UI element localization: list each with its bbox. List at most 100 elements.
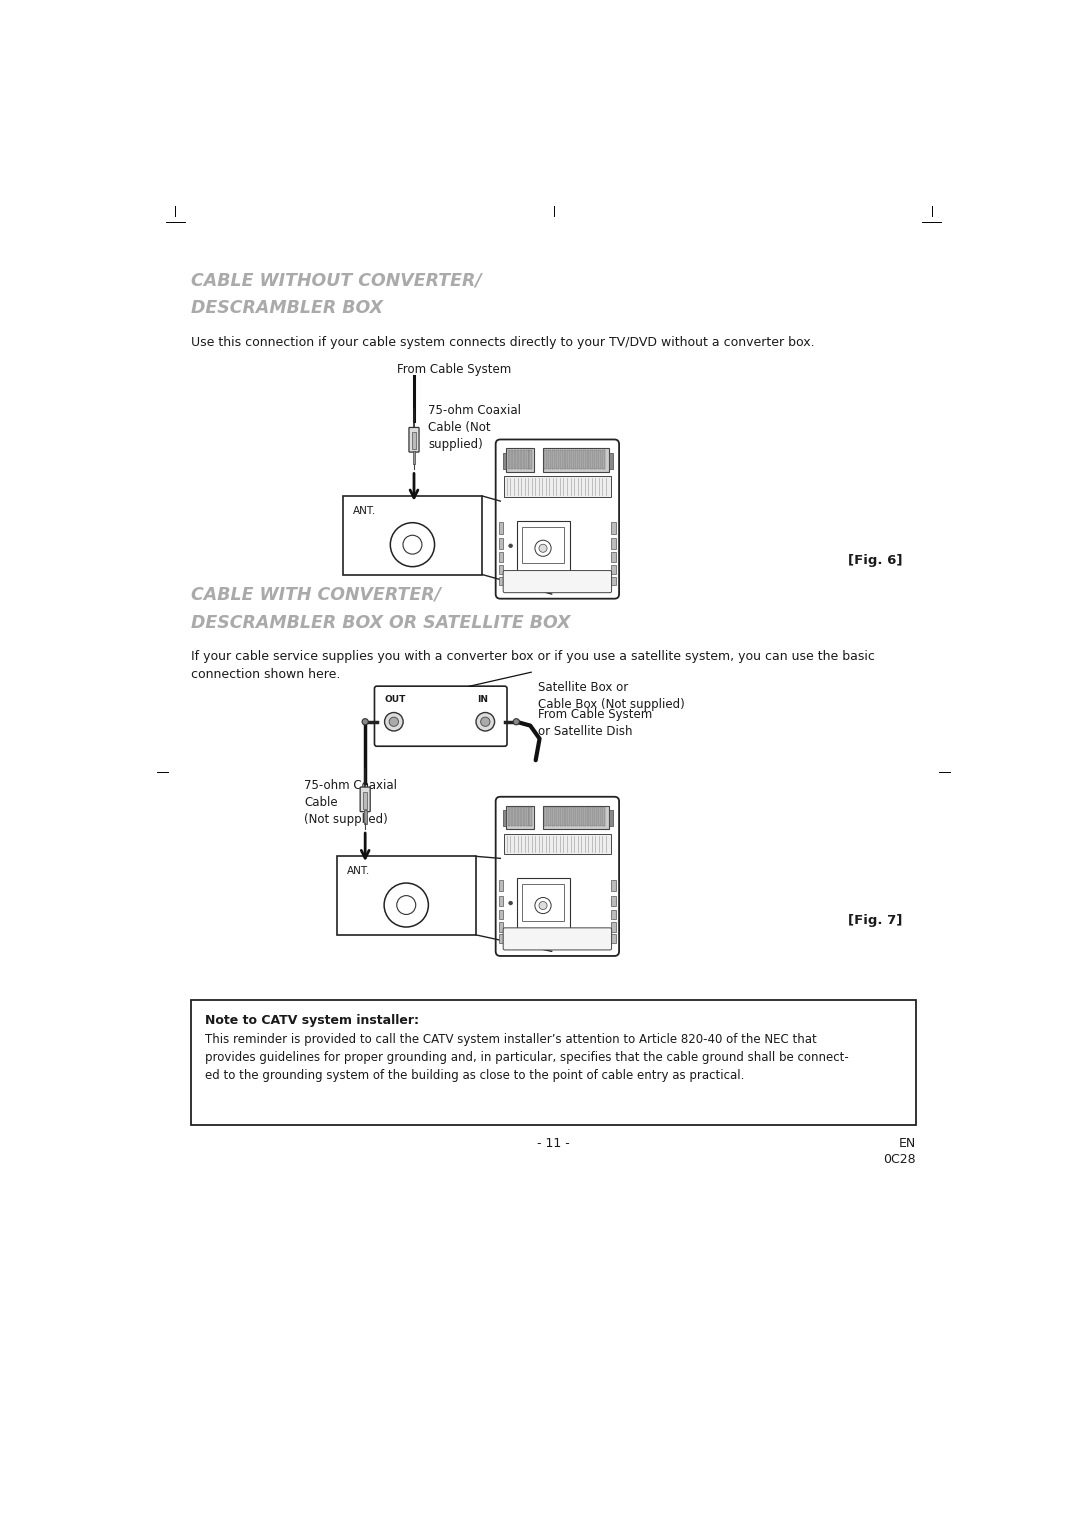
Circle shape: [389, 717, 399, 726]
Bar: [523, 885, 564, 920]
Bar: [523, 527, 564, 564]
Bar: [609, 810, 613, 827]
Bar: [544, 449, 548, 469]
Bar: [556, 449, 558, 469]
Bar: [499, 552, 503, 562]
Text: IN: IN: [477, 695, 488, 703]
Bar: [579, 807, 582, 827]
Bar: [508, 449, 510, 469]
Bar: [511, 449, 513, 469]
Circle shape: [481, 717, 490, 726]
Bar: [579, 449, 582, 469]
Bar: [543, 805, 609, 830]
Circle shape: [396, 895, 416, 914]
Bar: [611, 576, 616, 585]
Bar: [364, 810, 366, 824]
FancyBboxPatch shape: [503, 570, 611, 593]
Bar: [591, 449, 593, 469]
Bar: [543, 449, 609, 472]
Bar: [552, 807, 555, 827]
Bar: [504, 834, 611, 854]
Bar: [564, 449, 566, 469]
Bar: [337, 856, 476, 935]
Bar: [499, 921, 503, 932]
Bar: [576, 807, 578, 827]
Circle shape: [509, 902, 513, 905]
Bar: [499, 880, 503, 891]
FancyBboxPatch shape: [409, 428, 419, 452]
Bar: [363, 792, 367, 808]
Bar: [507, 805, 535, 830]
Circle shape: [476, 712, 495, 730]
Bar: [411, 432, 416, 449]
Circle shape: [384, 883, 429, 927]
Bar: [567, 807, 570, 827]
Circle shape: [539, 902, 548, 909]
Bar: [508, 807, 510, 827]
Bar: [523, 807, 526, 827]
Circle shape: [384, 712, 403, 730]
Bar: [598, 449, 600, 469]
Bar: [504, 477, 611, 497]
Bar: [342, 497, 482, 575]
Bar: [583, 807, 585, 827]
Text: 75-ohm Coaxial
Cable (Not
supplied): 75-ohm Coaxial Cable (Not supplied): [428, 403, 521, 451]
Bar: [559, 807, 563, 827]
Text: This reminder is provided to call the CATV system installer’s attention to Artic: This reminder is provided to call the CA…: [205, 1033, 849, 1082]
Text: 0C28: 0C28: [883, 1154, 916, 1166]
Bar: [556, 807, 558, 827]
Text: [Fig. 6]: [Fig. 6]: [848, 553, 903, 567]
Bar: [516, 879, 569, 927]
Bar: [526, 807, 528, 827]
Bar: [499, 576, 503, 585]
Text: OUT: OUT: [384, 695, 406, 703]
FancyBboxPatch shape: [375, 686, 507, 746]
Bar: [502, 810, 507, 827]
FancyBboxPatch shape: [360, 787, 370, 811]
Bar: [544, 807, 548, 827]
Bar: [591, 807, 593, 827]
Circle shape: [513, 718, 519, 724]
Bar: [559, 449, 563, 469]
Text: 75-ohm Coaxial
Cable
(Not supplied): 75-ohm Coaxial Cable (Not supplied): [303, 779, 397, 825]
Bar: [571, 807, 575, 827]
Bar: [499, 895, 503, 906]
Bar: [499, 909, 503, 920]
Bar: [611, 565, 616, 575]
Bar: [571, 449, 575, 469]
Bar: [564, 807, 566, 827]
Bar: [611, 880, 616, 891]
Bar: [499, 565, 503, 575]
Bar: [549, 449, 551, 469]
Text: From Cable System: From Cable System: [397, 362, 511, 376]
Bar: [611, 921, 616, 932]
Bar: [611, 538, 616, 549]
Text: If your cable service supplies you with a converter box or if you use a satellit: If your cable service supplies you with …: [191, 649, 875, 681]
FancyBboxPatch shape: [496, 440, 619, 599]
Bar: [529, 449, 531, 469]
Bar: [602, 807, 605, 827]
Bar: [523, 449, 526, 469]
Text: [Fig. 7]: [Fig. 7]: [848, 914, 903, 927]
Text: DESCRAMBLER BOX: DESCRAMBLER BOX: [191, 299, 382, 318]
Bar: [611, 523, 616, 535]
Bar: [611, 934, 616, 943]
Bar: [514, 449, 516, 469]
Bar: [511, 807, 513, 827]
Bar: [549, 807, 551, 827]
Text: ANT.: ANT.: [353, 506, 376, 516]
Text: - 11 -: - 11 -: [537, 1137, 570, 1151]
Bar: [586, 807, 590, 827]
Bar: [191, 1001, 916, 1125]
Bar: [552, 449, 555, 469]
Bar: [576, 449, 578, 469]
Bar: [502, 452, 507, 469]
Bar: [598, 807, 600, 827]
Bar: [529, 807, 531, 827]
Text: Note to CATV system installer:: Note to CATV system installer:: [205, 1015, 419, 1027]
Text: From Cable System
or Satellite Dish: From Cable System or Satellite Dish: [538, 707, 652, 738]
Circle shape: [535, 897, 551, 914]
Bar: [517, 449, 519, 469]
Bar: [526, 449, 528, 469]
Text: ANT.: ANT.: [347, 866, 369, 877]
